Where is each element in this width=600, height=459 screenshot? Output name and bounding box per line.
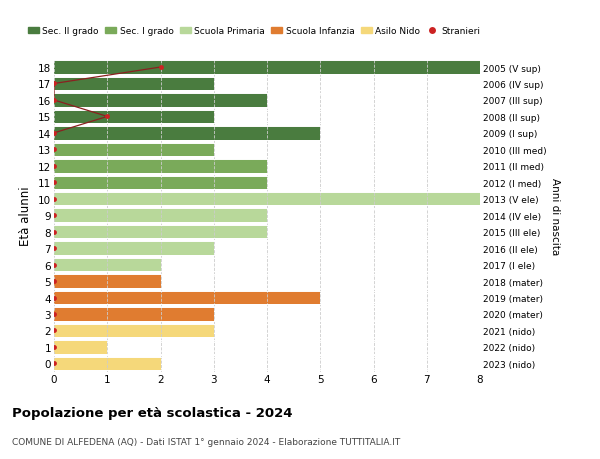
Bar: [54, 258, 161, 272]
Bar: [54, 357, 161, 370]
Bar: [54, 274, 161, 288]
Bar: [54, 111, 214, 124]
Bar: [54, 78, 214, 91]
Bar: [54, 209, 267, 223]
Bar: [54, 94, 267, 107]
Bar: [54, 308, 214, 321]
Legend: Sec. II grado, Sec. I grado, Scuola Primaria, Scuola Infanzia, Asilo Nido, Stran: Sec. II grado, Sec. I grado, Scuola Prim…: [25, 23, 484, 40]
Bar: [54, 176, 267, 190]
Text: COMUNE DI ALFEDENA (AQ) - Dati ISTAT 1° gennaio 2024 - Elaborazione TUTTITALIA.I: COMUNE DI ALFEDENA (AQ) - Dati ISTAT 1° …: [12, 437, 400, 446]
Bar: [54, 61, 480, 75]
Y-axis label: Anni di nascita: Anni di nascita: [550, 177, 560, 254]
Bar: [54, 225, 267, 239]
Bar: [54, 324, 214, 337]
Y-axis label: Età alunni: Età alunni: [19, 186, 32, 246]
Bar: [54, 143, 214, 157]
Bar: [54, 291, 320, 305]
Bar: [54, 242, 214, 255]
Bar: [54, 160, 267, 173]
Bar: [54, 341, 107, 354]
Bar: [54, 193, 480, 206]
Text: Popolazione per età scolastica - 2024: Popolazione per età scolastica - 2024: [12, 406, 293, 419]
Bar: [54, 127, 320, 140]
